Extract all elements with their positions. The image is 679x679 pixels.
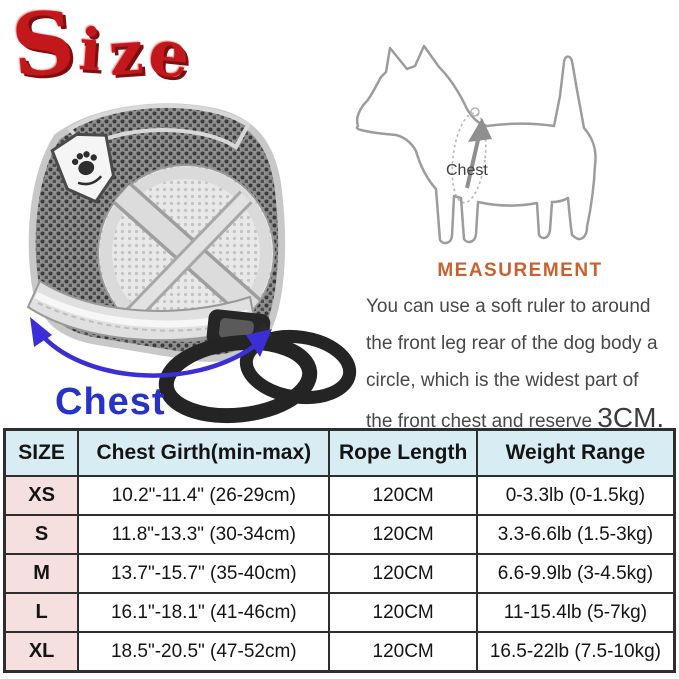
header-size: SIZE [3,428,80,477]
table-row: S 11.8"-13.3" (30-34cm) 120CM 3.3-6.6lb … [3,514,676,555]
table-row: XL 18.5"-20.5" (47-52cm) 120CM 16.5-22lb… [3,631,676,673]
dog-outline: Chest [355,44,597,245]
cell-rope: 120CM [328,592,478,633]
measure-arrow-curve [38,331,258,378]
measure-arrow-left-icon [30,317,52,347]
cell-rope: 120CM [328,631,478,673]
table-header-row: SIZE Chest Girth(min-max) Rope Length We… [3,428,676,477]
cell-weight: 0-3.3lb (0-1.5kg) [475,475,676,516]
measurement-body-text: You can use a soft ruler to around the f… [366,296,658,432]
dog-measurement-diagram: Chest [348,38,648,263]
cell-girth: 13.7"-15.7" (35-40cm) [77,553,331,594]
cell-size: XL [3,631,80,673]
measure-arrow-right-icon [246,329,272,357]
page-title: Size [7,0,197,98]
header-rope-length: Rope Length [328,428,478,477]
table-row: XS 10.2"-11.4" (26-29cm) 120CM 0-3.3lb (… [3,475,676,516]
header-chest-girth: Chest Girth(min-max) [77,428,331,477]
measurement-instructions: You can use a soft ruler to around the f… [366,288,678,440]
cell-size: M [3,553,80,594]
cell-girth: 16.1"-18.1" (41-46cm) [77,592,331,633]
chest-arrow-head-icon [468,118,492,142]
size-table: SIZE Chest Girth(min-max) Rope Length We… [3,428,676,673]
header-weight-range: Weight Range [475,428,676,477]
cell-rope: 120CM [328,475,478,516]
table-row: L 16.1"-18.1" (41-46cm) 120CM 11-15.4lb … [3,592,676,633]
cell-girth: 10.2"-11.4" (26-29cm) [77,475,331,516]
harness-illustration [26,103,357,424]
cell-rope: 120CM [328,553,478,594]
dog-chest-label: Chest [446,162,488,179]
cell-rope: 120CM [328,514,478,555]
cell-weight: 3.3-6.6lb (1.5-3kg) [475,514,676,555]
paw-badge-icon [50,132,116,204]
cell-weight: 6.6-9.9lb (3-4.5kg) [475,553,676,594]
cell-girth: 11.8"-13.3" (30-34cm) [77,514,331,555]
cell-weight: 11-15.4lb (5-7kg) [475,592,676,633]
cell-size: XS [3,475,80,516]
harness-handle [67,104,251,152]
measurement-highlight: 3CM. [597,402,665,433]
chest-arrow-shaft [465,139,480,189]
cell-size: S [3,514,80,555]
cell-girth: 18.5"-20.5" (47-52cm) [77,631,331,673]
table-row: M 13.7"-15.7" (35-40cm) 120CM 6.6-9.9lb … [3,553,676,594]
strap-cross-2 [127,192,251,320]
harness-chest-label: Chest [55,381,166,423]
measurement-heading: MEASUREMENT [437,260,603,281]
harness-photo [0,95,360,435]
girth-loop [470,107,480,117]
cell-size: L [3,592,80,633]
cell-weight: 16.5-22lb (7.5-10kg) [475,631,676,673]
